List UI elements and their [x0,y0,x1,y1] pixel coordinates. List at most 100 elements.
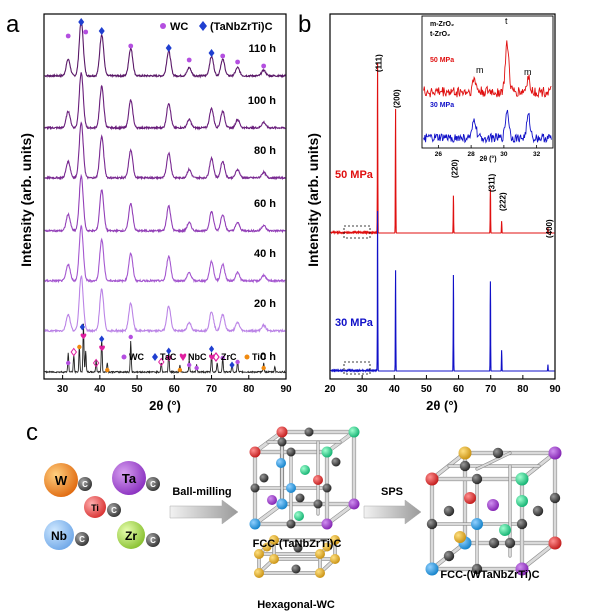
legend-bottom-wc: WC [129,352,144,362]
a-raw-marker-tac-3 [79,323,85,331]
a-xtick-label-90: 90 [280,384,292,395]
a-marker-wc-0 [65,33,71,39]
fcc1-metal-7 [276,498,288,510]
panel-b-ylabel: Intensity (arb. units) [305,133,321,267]
a-raw-marker-tac-6 [99,335,105,343]
fcc2-carbon-3 [471,563,483,575]
fcc2-carbon-2 [516,518,528,530]
a-raw-marker-zrc-5 [92,358,100,368]
fcc1-bar-7 [253,502,284,526]
a-xtick-label-80: 80 [243,384,255,395]
fcc2-carbon-11 [532,505,544,517]
fcc2-metal-1 [515,472,529,486]
fcc2-metal-2 [515,562,529,576]
fcc1-metal-6 [348,498,360,510]
hex-w-6 [330,554,340,564]
fcc1-carbon-3 [286,519,296,529]
hex-w-5 [315,568,325,578]
b-hkl-5: (400) [545,219,554,238]
fcc2-bar-6 [520,541,557,571]
b-hkl-0: (111) [375,54,384,72]
b-hkl-3: (311) [487,173,496,192]
fcc2-mid-5 [476,452,511,470]
hex-c-1 [293,543,303,553]
atom-ti-c: C [111,506,117,515]
a-raw-marker-wc-18 [220,355,225,361]
atom-nb-c: C [79,535,85,544]
b-xtick-label-90: 90 [549,384,561,395]
panel-a-curves [44,19,286,375]
hex-label: Hexagonal-WC [257,599,335,611]
a-raw-marker-zrc-10 [158,357,165,367]
hex-w-0 [254,549,264,559]
panel-label-a: a [6,11,20,38]
b-xtick-label-50: 50 [421,384,433,395]
b-curve-50MPa [330,62,555,236]
a-raw-marker-wc-0 [66,360,71,366]
a-raw-marker-tac-16 [208,345,215,353]
a-series-label-80h: 80 h [254,145,276,157]
a-raw-marker-wc-14 [187,362,192,368]
fcc1-inner-1 [300,465,310,475]
inset-xtick-label-30: 30 [500,151,508,158]
a-marker-wc-4 [128,43,134,49]
fcc2-carbon-7 [504,537,516,549]
a-raw-marker-tic-21 [261,365,266,371]
a-xtick-label-70: 70 [206,384,218,395]
hex-w-2 [330,535,340,545]
zoom-box-50mpa [343,225,371,239]
atom-ti-label: Ti [91,503,99,513]
b-xtick-label-60: 60 [453,384,465,395]
a-xtick-label-60: 60 [169,384,181,395]
hex-w-7 [269,554,279,564]
fcc1-carbon-6 [331,457,341,467]
inset-label-50mpa: 50 MPa [430,57,454,64]
atom-zr-c: C [150,536,156,545]
fcc2-carbon-1 [426,518,438,530]
fcc2-carbon-10 [443,550,455,562]
a-raw-marker-wc-20 [235,359,240,365]
panel-label-b: b [298,11,311,38]
legend-bottom-tac: TaC [160,352,177,362]
legend-tac-marker [152,353,158,361]
step-ballmilling-label: Ball-milling [172,486,231,498]
atom-w-label: W [55,473,68,488]
a-raw-marker-tac-11 [166,347,172,355]
a-series-label-40h: 40 h [254,248,276,260]
b-hkl-4: (222) [499,192,508,211]
panel-a-xlabel: 2θ (°) [149,398,181,413]
atom-nb: Nb C [44,520,89,550]
step-sps-label: SPS [381,486,403,498]
panel-a-series-labels: 110 h 100 h 80 h 60 h 40 h 20 h 0 h [248,43,276,363]
legend-tic-marker [244,354,250,360]
a-curve-40h [44,224,286,284]
a-marker-wc-10 [261,63,267,69]
inset-label-30mpa: 30 MPa [430,102,454,109]
a-raw-marker-tic-8 [105,367,110,373]
fcc1-metal-3 [249,518,261,530]
panel-b-hkl-labels: (111) (200) (220) (311)(222) (400) [375,54,554,238]
fcc1-metal-2 [321,518,333,530]
fcc2-metal-3 [425,562,439,576]
fcc1-inner-4 [276,458,286,468]
fcc1-inner-3 [313,475,323,485]
legend-wc-marker-2 [121,354,127,360]
b-xtick-label-80: 80 [517,384,529,395]
inset-annot-t: t [505,16,508,26]
fcc2-metal-0 [425,472,439,486]
fcc1-carbon-2 [322,483,332,493]
fcc2-carbon-5 [492,447,504,459]
inset-legend-m: m-ZrO₂ [430,21,454,28]
fcc2-carbon-9 [488,537,500,549]
a-raw-marker-nbc-7 [99,345,105,351]
legend-zrc-marker [212,352,220,362]
arrow-ballmilling [169,499,239,525]
b-hkl-2: (220) [450,159,459,178]
fcc2-metal-5 [548,446,562,460]
atom-ta-label: Ta [122,471,137,486]
a-raw-marker-wc-15 [194,365,199,371]
atom-zr: Zr C [117,521,160,549]
panel-b-xaxis: 20 30 40 50 60 70 80 90 [324,375,561,395]
atom-nb-label: Nb [51,529,67,543]
a-raw-marker-nbc-4 [80,333,87,339]
